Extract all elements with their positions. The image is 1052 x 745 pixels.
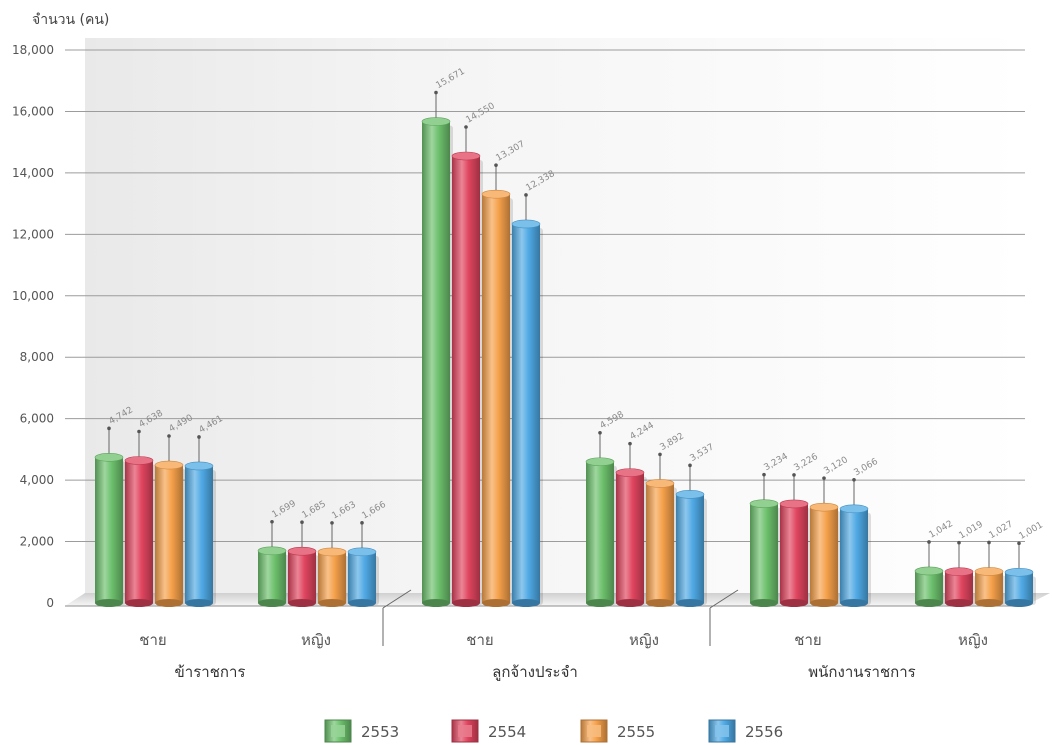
bar-2554-2 <box>451 151 483 607</box>
group-label: พนักงานราชการ <box>808 663 915 681</box>
legend-item-2555: 2555 <box>580 719 655 743</box>
data-label-dot <box>107 426 111 431</box>
bar-2556-5 <box>1004 567 1036 607</box>
legend-label: 2554 <box>488 723 526 741</box>
data-label-dot <box>822 476 826 480</box>
y-tick-label: 10,000 <box>12 289 54 303</box>
data-label-dot <box>360 521 364 525</box>
data-label-dot <box>658 452 662 457</box>
bar-2554-0 <box>124 456 156 607</box>
bar-2555-2 <box>481 189 513 607</box>
y-axis-title: จำนวน (คน) <box>32 12 109 28</box>
x-tick-label: ชาย <box>466 631 493 649</box>
legend-item-2556: 2556 <box>708 719 783 743</box>
y-tick-label: 14,000 <box>12 166 54 180</box>
bar-2556-0 <box>184 461 216 607</box>
bar-2553-1 <box>257 546 289 607</box>
bar-2555-5 <box>974 567 1006 607</box>
group-label: ลูกจ้างประจำ <box>492 663 578 681</box>
y-tick-label: 2,000 <box>20 535 54 549</box>
bar-2556-1 <box>347 547 379 607</box>
bar-2554-5 <box>944 567 976 607</box>
x-tick-label: ชาย <box>139 631 166 649</box>
data-label-dot <box>927 540 931 544</box>
data-label-dot <box>762 472 766 477</box>
bar-2554-4 <box>779 499 811 607</box>
data-label-dot <box>434 90 438 95</box>
data-label-dot <box>688 463 692 468</box>
legend-item-2554: 2554 <box>451 719 526 743</box>
group-label: ข้าราชการ <box>175 663 246 681</box>
bar-2554-1 <box>287 546 319 607</box>
data-label-dot <box>1017 541 1021 546</box>
y-tick-label: 6,000 <box>20 412 54 426</box>
data-label-dot <box>792 473 796 477</box>
y-tick-label: 4,000 <box>20 473 54 487</box>
data-label-dot <box>957 540 961 545</box>
bar-2556-4 <box>839 504 871 607</box>
data-label-dot <box>598 430 602 435</box>
bar-2555-0 <box>154 460 186 607</box>
data-label-dot <box>300 520 304 525</box>
data-label-dot <box>494 163 498 167</box>
bar-2553-5 <box>914 566 946 607</box>
legend-label: 2553 <box>361 723 399 741</box>
data-label-dot <box>270 520 274 524</box>
bar-2553-2 <box>421 117 453 607</box>
data-label-dot <box>167 434 171 438</box>
group-separator-diagonal <box>382 589 412 609</box>
y-tick-label: 8,000 <box>20 350 54 364</box>
data-label-dot <box>524 193 528 197</box>
x-tick-label: หญิง <box>629 631 659 649</box>
data-label-dot <box>987 540 991 545</box>
data-label-dot <box>197 435 201 439</box>
bar-2555-3 <box>645 479 677 607</box>
y-tick-label: 0 <box>46 596 54 610</box>
bar-2553-3 <box>585 457 617 607</box>
y-tick-label: 18,000 <box>12 43 54 57</box>
bar-2555-1 <box>317 547 349 607</box>
x-tick-label: หญิง <box>958 631 988 649</box>
data-label-dot <box>137 429 141 434</box>
legend-label: 2555 <box>617 723 655 741</box>
legend-label: 2556 <box>745 723 783 741</box>
bar-2556-3 <box>675 490 707 607</box>
bar-2556-2 <box>511 219 543 607</box>
y-tick-label: 12,000 <box>12 227 54 241</box>
y-tick-label: 16,000 <box>12 104 54 118</box>
group-separator-diagonal <box>709 589 739 609</box>
bar-2554-3 <box>615 468 647 607</box>
x-tick-label: หญิง <box>301 631 331 649</box>
bar-2555-4 <box>809 502 841 607</box>
data-label-dot <box>464 125 468 129</box>
bar-2553-0 <box>94 453 126 607</box>
bar-2553-4 <box>749 499 781 607</box>
data-label-dot <box>330 521 334 525</box>
data-label-dot <box>852 478 856 482</box>
data-label-dot <box>628 441 632 446</box>
legend-item-2553: 2553 <box>324 719 399 743</box>
x-tick-label: ชาย <box>794 631 821 649</box>
